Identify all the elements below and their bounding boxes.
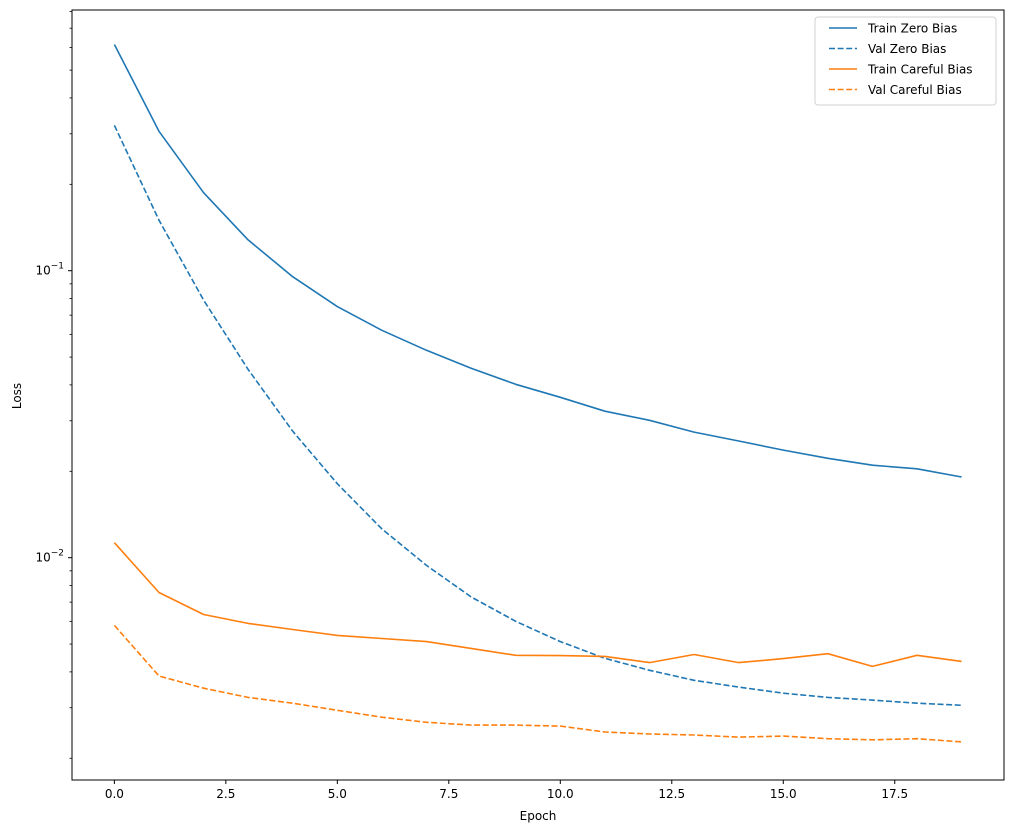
series-line-val-careful-bias <box>113 624 962 743</box>
x-axis-label: Epoch <box>520 809 557 823</box>
ticks-layer: 0.0 2.5 5.0 7.5 10.0 12.5 15.0 17.5 10−1 10−2 <box>35 11 908 801</box>
x-tick-label: 10.0 <box>547 787 574 801</box>
x-tick-label: 15.0 <box>770 787 797 801</box>
y-axis-label: Loss <box>10 383 24 409</box>
legend: Train Zero Bias Val Zero Bias Train Carefu… <box>814 16 997 106</box>
y-tick-label: 10−1 <box>35 262 64 278</box>
series-line-train-careful-bias <box>113 542 962 668</box>
legend-label: Train Zero Bias <box>867 22 957 36</box>
x-tick-label: 17.5 <box>881 787 908 801</box>
x-tick-label: 12.5 <box>658 787 685 801</box>
series-line-train-zero-bias <box>113 44 962 478</box>
axes-frame <box>71 9 1005 781</box>
x-tick-label: 7.5 <box>439 787 458 801</box>
legend-label: Train Careful Bias <box>867 63 973 77</box>
x-tick-label: 0.0 <box>105 787 124 801</box>
x-tick-label: 2.5 <box>216 787 235 801</box>
legend-label: Val Careful Bias <box>868 83 962 97</box>
series-line-val-zero-bias <box>113 125 962 707</box>
y-tick-label: 10−2 <box>35 549 64 565</box>
x-tick-label: 5.0 <box>328 787 347 801</box>
series-layer <box>113 44 962 743</box>
legend-label: Val Zero Bias <box>868 42 946 56</box>
legend-box <box>814 16 997 106</box>
